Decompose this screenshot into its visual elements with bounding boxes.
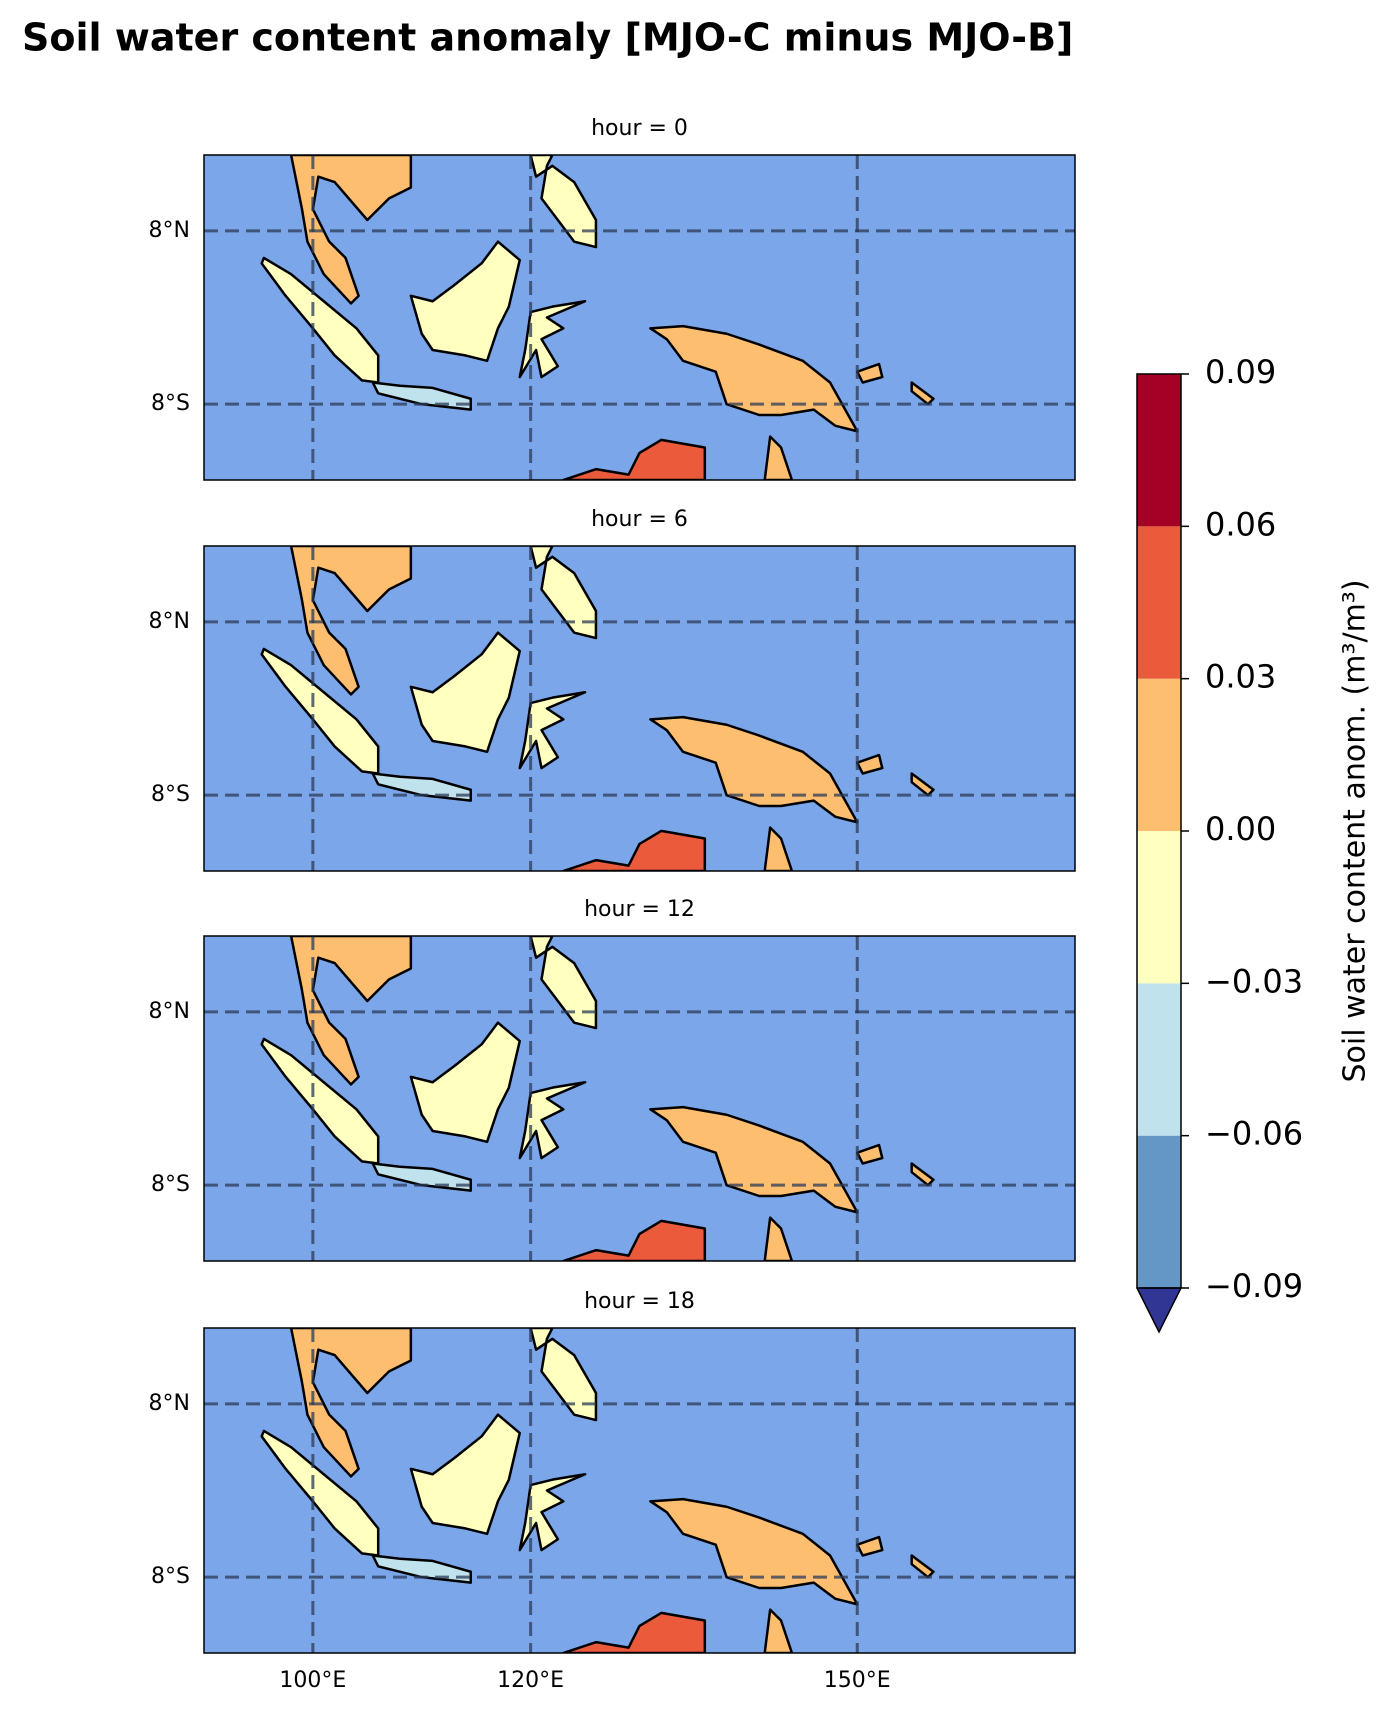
y-tick-label: 8°S — [151, 1172, 190, 1197]
figure-title: Soil water content anomaly [MJO-C minus … — [22, 16, 1073, 60]
land — [518, 1473, 587, 1552]
land — [763, 826, 794, 871]
y-tick-label: 8°S — [151, 391, 190, 416]
y-tick-label: 8°S — [151, 1564, 190, 1589]
colorbar-extend — [1135, 1287, 1183, 1334]
x-tick-label: 100°E — [279, 1668, 346, 1693]
ocean — [204, 546, 1075, 871]
panel-title: hour = 0 — [591, 116, 688, 141]
land — [856, 1535, 884, 1557]
colorbar-segment — [1137, 1135, 1181, 1288]
colorbar-segment — [1137, 831, 1181, 984]
land — [763, 1608, 794, 1653]
colorbar-tick-label: −0.06 — [1205, 1115, 1303, 1153]
map-panel: hour = 12 8°S 8°N — [149, 897, 1076, 1262]
panel-title: hour = 12 — [584, 897, 695, 922]
land — [518, 691, 587, 770]
ocean — [204, 936, 1075, 1261]
land — [260, 256, 380, 384]
panel-title: hour = 6 — [591, 507, 688, 532]
land — [289, 1328, 413, 1478]
land — [529, 1328, 598, 1422]
colorbar-tick-label: 0.00 — [1205, 810, 1276, 848]
panel-frame — [203, 1327, 1076, 1654]
panel-frame — [203, 154, 1076, 481]
x-tick-label: 120°E — [497, 1668, 564, 1693]
land — [409, 240, 521, 363]
ocean — [204, 155, 1075, 480]
ocean — [204, 1328, 1075, 1653]
land — [409, 631, 521, 754]
colorbar-segment — [1137, 678, 1181, 831]
land — [260, 647, 380, 775]
panel-frame — [203, 545, 1076, 872]
land — [763, 435, 794, 480]
land — [260, 1037, 380, 1165]
colorbar-segment — [1137, 983, 1181, 1136]
land — [562, 829, 707, 871]
land — [856, 753, 884, 775]
colorbar-tick-label: 0.09 — [1205, 353, 1276, 391]
land — [562, 1611, 707, 1653]
colorbar-tick-label: −0.03 — [1205, 962, 1303, 1000]
land — [856, 362, 884, 384]
panel-frame — [203, 935, 1076, 1262]
land — [529, 546, 598, 640]
map-panel: hour = 6 8°S 8°N — [149, 507, 1076, 872]
y-tick-label: 8°N — [149, 218, 190, 243]
land — [763, 1216, 794, 1261]
y-tick-label: 8°N — [149, 609, 190, 634]
colorbar-tick-label: 0.06 — [1205, 505, 1276, 543]
land — [529, 936, 598, 1030]
colorbar-tick-label: 0.03 — [1205, 658, 1276, 696]
land — [518, 300, 587, 379]
map-panel: hour = 0 8°S 8°N — [149, 116, 1076, 481]
land — [289, 936, 413, 1086]
land — [518, 1081, 587, 1160]
y-tick-label: 8°S — [151, 782, 190, 807]
land — [409, 1413, 521, 1536]
y-tick-label: 8°N — [149, 1391, 190, 1416]
land — [409, 1021, 521, 1144]
land — [289, 155, 413, 305]
colorbar-segment — [1137, 374, 1181, 527]
land — [562, 438, 707, 480]
panel-title: hour = 18 — [584, 1289, 695, 1314]
land — [529, 155, 598, 249]
map-panel: hour = 18 100°E 120°E 150°E 8°S 8°N — [149, 1289, 1076, 1693]
land — [562, 1219, 707, 1261]
land — [260, 1429, 380, 1557]
x-tick-label: 150°E — [824, 1668, 891, 1693]
land — [289, 546, 413, 696]
y-tick-label: 8°N — [149, 999, 190, 1024]
colorbar-tick-label: −0.09 — [1205, 1267, 1303, 1305]
colorbar-segment — [1137, 526, 1181, 679]
land — [856, 1143, 884, 1165]
colorbar-label: Soil water content anom. (m³/m³) — [1338, 579, 1373, 1082]
